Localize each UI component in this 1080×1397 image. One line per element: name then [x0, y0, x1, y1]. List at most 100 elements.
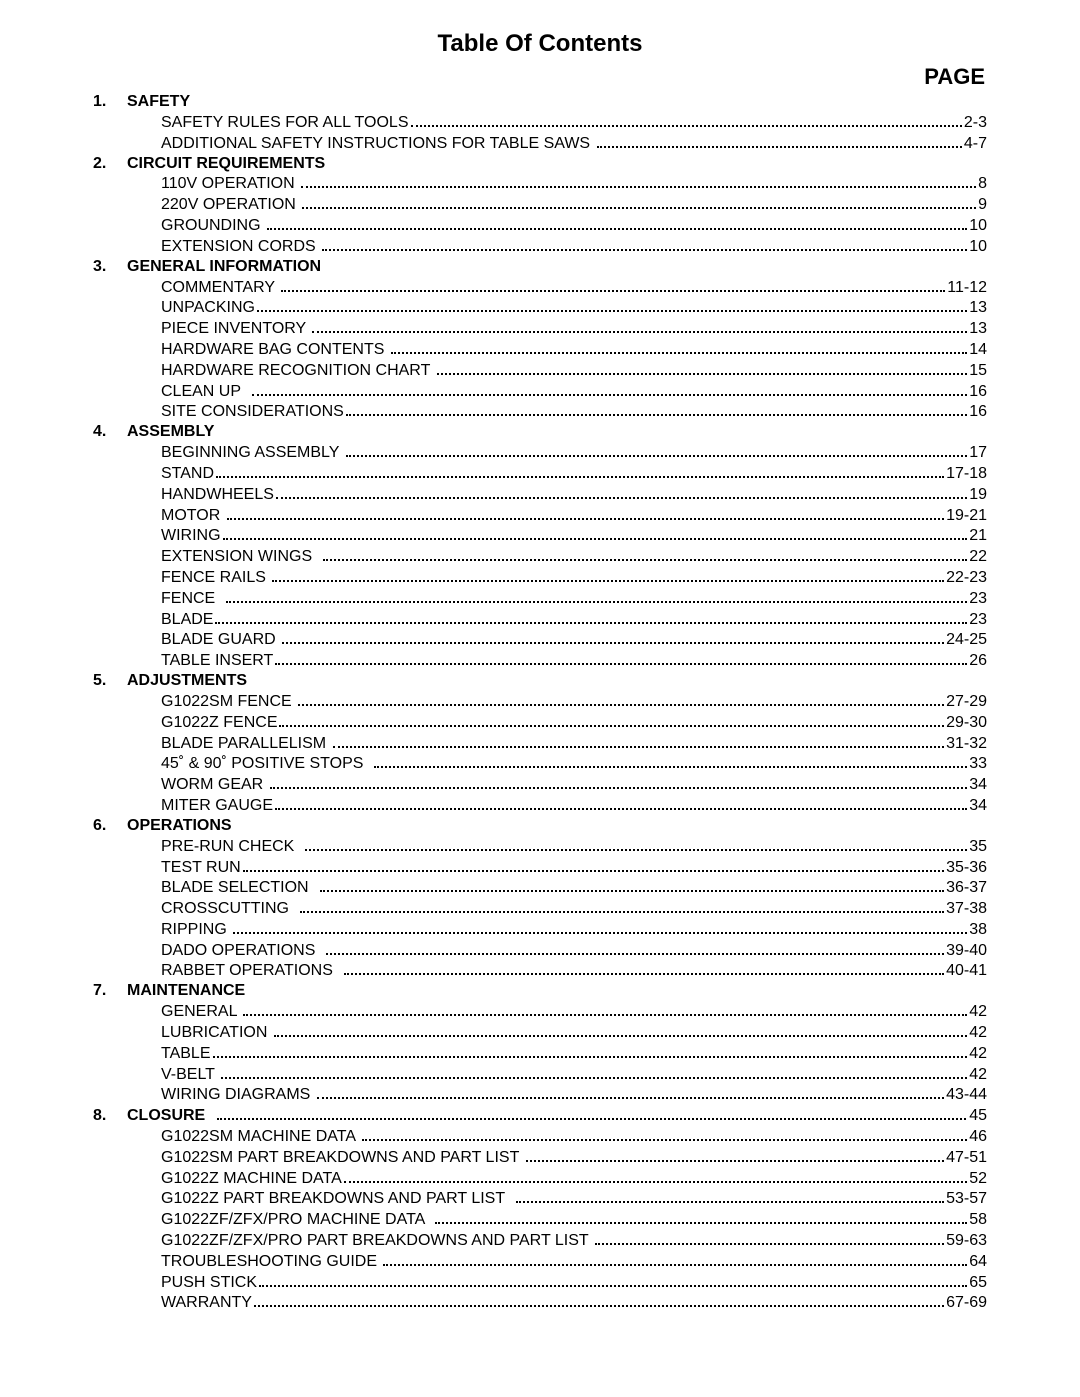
toc-item-page: 10	[969, 216, 987, 236]
toc-section-row: 4.ASSEMBLY	[93, 422, 987, 442]
toc-leader	[282, 630, 944, 645]
toc-item-row: TEST RUN35-36	[93, 857, 987, 878]
toc-item-row: COMMENTARY 11-12	[93, 277, 987, 298]
toc-item-page: 2-3	[964, 113, 987, 133]
toc-leader	[344, 961, 944, 976]
toc-item-row: GENERAL 42	[93, 1001, 987, 1022]
toc-item-row: RABBET OPERATIONS 40-41	[93, 961, 987, 982]
toc-item-row: HARDWARE RECOGNITION CHART 15	[93, 360, 987, 381]
toc-item-label: G1022SM MACHINE DATA	[161, 1127, 360, 1147]
toc-leader	[275, 795, 967, 810]
toc-leader	[300, 898, 944, 913]
toc-leader	[270, 774, 968, 789]
toc-leader	[281, 277, 945, 292]
toc-item-label: G1022ZF/ZFX/PRO MACHINE DATA	[161, 1210, 433, 1230]
toc-item-page: 53-57	[946, 1189, 987, 1209]
toc-item-row: BLADE GUARD 24-25	[93, 630, 987, 651]
toc-item-page: 59-63	[946, 1231, 987, 1251]
toc-item-label: MITER GAUGE	[161, 796, 273, 816]
toc-leader	[276, 484, 967, 499]
toc-item-label: 220V OPERATION	[161, 195, 300, 215]
toc-leader	[272, 567, 944, 582]
toc-item-page: 39-40	[946, 941, 987, 961]
toc-leader	[301, 174, 976, 189]
toc-item-row: ADDITIONAL SAFETY INSTRUCTIONS FOR TABLE…	[93, 133, 987, 154]
toc-item-page: 64	[969, 1252, 987, 1272]
toc-item-label: WIRING DIAGRAMS	[161, 1085, 315, 1105]
toc-item-row: TABLE INSERT26	[93, 650, 987, 671]
toc-item-page: 15	[969, 361, 987, 381]
toc-section-number: 2.	[93, 154, 127, 174]
toc-item-row: 110V OPERATION 8	[93, 174, 987, 195]
toc-item-label: DADO OPERATIONS	[161, 941, 324, 961]
toc-item-row: DADO OPERATIONS 39-40	[93, 940, 987, 961]
toc-item-page: 22	[969, 547, 987, 567]
toc-item-label: WIRING	[161, 526, 221, 546]
toc-item-label: GENERAL	[161, 1002, 241, 1022]
toc-leader	[305, 836, 967, 851]
toc-leader	[383, 1251, 967, 1266]
toc-item-row: MOTOR 19-21	[93, 505, 987, 526]
toc-leader	[267, 215, 967, 230]
toc-leader	[374, 754, 967, 769]
toc-item-row: G1022ZF/ZFX/PRO PART BREAKDOWNS AND PART…	[93, 1230, 987, 1251]
toc-item-label: FENCE RAILS	[161, 568, 270, 588]
toc-section-page: 45	[969, 1106, 987, 1126]
toc-leader	[302, 194, 976, 209]
toc-leader	[227, 505, 944, 520]
toc-item-page: 47-51	[946, 1148, 987, 1168]
toc-item-row: CROSSCUTTING 37-38	[93, 898, 987, 919]
toc-leader	[344, 1168, 967, 1183]
toc-item-page: 33	[969, 754, 987, 774]
toc-item-row: RIPPING 38	[93, 919, 987, 940]
toc-item-row: PRE-RUN CHECK 35	[93, 836, 987, 857]
toc-item-label: BLADE PARALLELISM	[161, 734, 331, 754]
toc-leader	[346, 442, 968, 457]
toc-item-label: PUSH STICK	[161, 1273, 257, 1293]
toc-item-row: G1022ZF/ZFX/PRO MACHINE DATA 58	[93, 1209, 987, 1230]
toc-item-page: 19-21	[946, 506, 987, 526]
toc-item-row: G1022Z PART BREAKDOWNS AND PART LIST 53-…	[93, 1189, 987, 1210]
toc-item-page: 35	[969, 837, 987, 857]
toc-item-label: G1022Z PART BREAKDOWNS AND PART LIST	[161, 1189, 514, 1209]
toc-item-label: RABBET OPERATIONS	[161, 961, 342, 981]
toc-item-label: TABLE	[161, 1044, 211, 1064]
toc-leader	[435, 1209, 967, 1224]
toc-leader	[516, 1189, 944, 1204]
toc-item-label: V-BELT	[161, 1065, 219, 1085]
toc-section-title: CIRCUIT REQUIREMENTS	[127, 154, 325, 174]
toc-item-label: CROSSCUTTING	[161, 899, 298, 919]
toc-item-page: 36-37	[946, 878, 987, 898]
toc-item-row: 220V OPERATION 9	[93, 194, 987, 215]
toc-item-row: G1022Z FENCE29-30	[93, 712, 987, 733]
toc-leader	[215, 609, 967, 624]
toc-item-row: PUSH STICK65	[93, 1272, 987, 1293]
toc-item-page: 29-30	[946, 713, 987, 733]
toc-section-title: ADJUSTMENTS	[127, 671, 247, 691]
toc-item-page: 19	[969, 485, 987, 505]
toc-leader	[323, 546, 967, 561]
toc-item-page: 17-18	[946, 464, 987, 484]
toc-section-number: 5.	[93, 671, 127, 691]
toc-item-page: 67-69	[946, 1293, 987, 1313]
toc-item-row: G1022Z MACHINE DATA52	[93, 1168, 987, 1189]
toc-item-label: GROUNDING	[161, 216, 265, 236]
toc-item-row: SAFETY RULES FOR ALL TOOLS2-3	[93, 112, 987, 133]
toc-item-label: BLADE	[161, 610, 213, 630]
toc-item-row: BLADE SELECTION 36-37	[93, 878, 987, 899]
toc-item-label: G1022SM FENCE	[161, 692, 296, 712]
toc-item-label: BLADE SELECTION	[161, 878, 318, 898]
toc-leader	[252, 381, 968, 396]
toc-item-label: WARRANTY	[161, 1293, 252, 1313]
toc-item-row: UNPACKING13	[93, 298, 987, 319]
toc-item-page: 17	[969, 443, 987, 463]
toc-leader	[226, 588, 967, 603]
toc-item-label: UNPACKING	[161, 298, 255, 318]
toc-item-row: V-BELT 42	[93, 1064, 987, 1085]
toc-item-label: EXTENSION CORDS	[161, 237, 320, 257]
toc-leader	[322, 236, 967, 251]
toc-item-label: TEST RUN	[161, 858, 241, 878]
document-title: Table Of Contents	[93, 30, 987, 58]
toc-leader	[391, 339, 967, 354]
toc-item-label: HARDWARE RECOGNITION CHART	[161, 361, 435, 381]
